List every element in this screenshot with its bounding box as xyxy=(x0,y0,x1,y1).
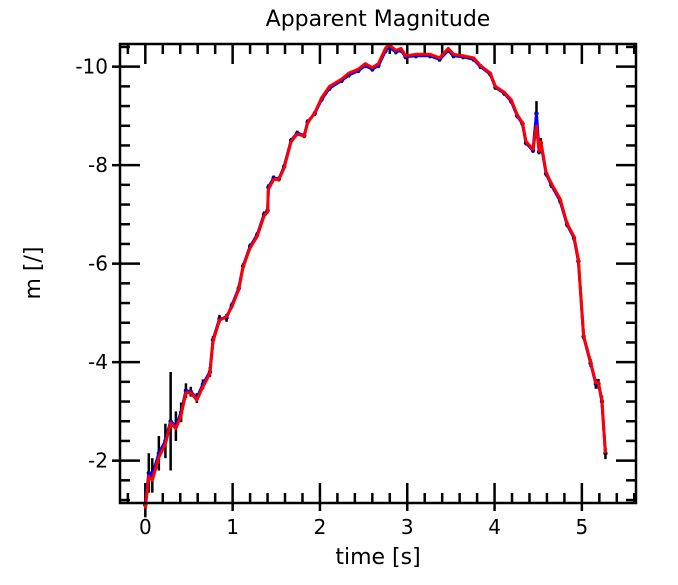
series-line-smoothed xyxy=(143,43,607,509)
x-tick-label: 2 xyxy=(314,515,327,539)
axis-ticks xyxy=(112,44,636,511)
x-tick-label: 4 xyxy=(488,515,501,539)
plot-frame xyxy=(118,42,638,505)
x-tick-label: 3 xyxy=(401,515,414,539)
tick-labels: 0 1 2 3 4 5 -10 -8 -6 -4 -2 xyxy=(75,55,588,539)
series-line-measured xyxy=(143,45,607,506)
x-tick-label: 0 xyxy=(139,515,152,539)
y-tick-label: -4 xyxy=(88,350,108,374)
x-tick-label: 5 xyxy=(576,515,589,539)
series-lines xyxy=(143,43,607,509)
y-tick-label: -2 xyxy=(88,449,108,473)
y-axis-label: m [/] xyxy=(21,246,46,299)
x-axis-label: time [s] xyxy=(335,545,420,570)
chart-title: Apparent Magnitude xyxy=(266,7,491,32)
y-tick-label: -10 xyxy=(75,55,108,79)
y-tick-label: -8 xyxy=(88,153,108,177)
y-tick-label: -6 xyxy=(88,252,108,276)
x-tick-label: 1 xyxy=(226,515,239,539)
